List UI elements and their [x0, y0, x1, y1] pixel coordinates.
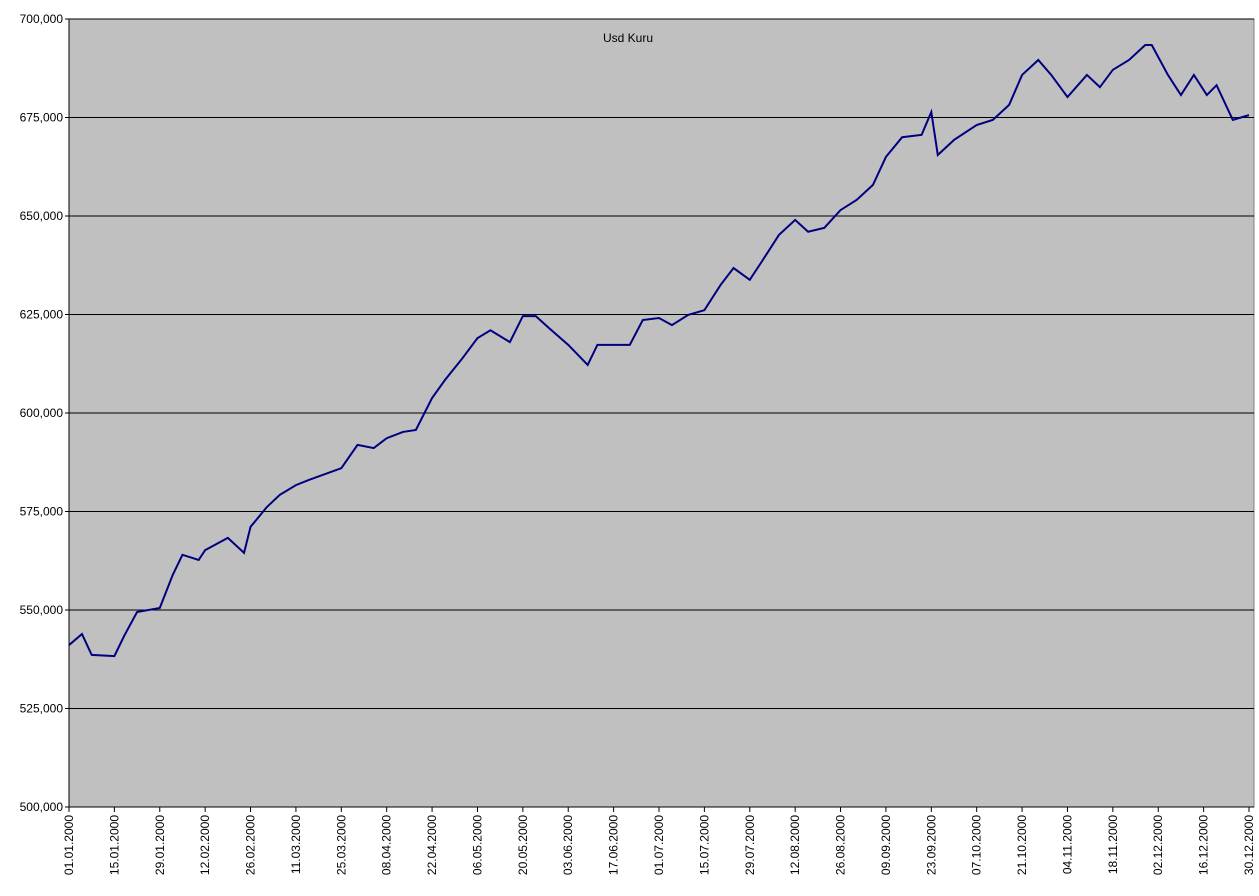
- x-tick-label: 04.11.2000: [1060, 815, 1074, 874]
- x-tick-label: 30.12.2000: [1242, 815, 1256, 875]
- x-tick-label: 08.04.2000: [380, 815, 394, 875]
- x-tick-label: 26.02.2000: [244, 815, 258, 875]
- y-tick-label: 600,000: [20, 406, 64, 420]
- x-tick-label: 21.10.2000: [1015, 815, 1029, 875]
- y-tick-label: 575,000: [20, 505, 64, 519]
- data-line: [68, 44, 1250, 658]
- x-tick-label: 26.08.2000: [834, 815, 848, 875]
- x-tick-label: 20.05.2000: [516, 815, 530, 875]
- x-tick-label: 07.10.2000: [970, 815, 984, 875]
- y-tick-label: 525,000: [20, 702, 64, 716]
- x-tick-label: 03.06.2000: [561, 815, 575, 875]
- x-tick-label: 29.01.2000: [153, 815, 167, 875]
- y-tick-label: 650,000: [20, 209, 64, 223]
- x-tick-label: 01.07.2000: [652, 815, 666, 875]
- x-tick-label: 22.04.2000: [425, 815, 439, 875]
- x-tick-label: 17.06.2000: [607, 815, 621, 875]
- x-tick-label: 12.02.2000: [198, 815, 212, 875]
- x-tick-label: 01.01.2000: [62, 815, 76, 875]
- x-tick-label: 09.09.2000: [879, 815, 893, 875]
- x-tick-label: 15.01.2000: [107, 815, 121, 875]
- x-tick-label: 02.12.2000: [1151, 815, 1165, 875]
- x-tick-label: 23.09.2000: [924, 815, 938, 875]
- x-tick-label: 29.07.2000: [743, 815, 757, 875]
- x-tick-label: 11.03.2000: [289, 815, 303, 874]
- x-tick-label: 06.05.2000: [470, 815, 484, 875]
- y-tick-label: 625,000: [20, 308, 64, 322]
- y-tick-label: 675,000: [20, 111, 64, 125]
- y-tick-label: 550,000: [20, 603, 64, 617]
- chart-title: Usd Kuru: [603, 31, 653, 45]
- x-tick-label: 18.11.2000: [1106, 815, 1120, 874]
- x-tick-label: 25.03.2000: [334, 815, 348, 875]
- y-tick-label: 700,000: [20, 12, 64, 26]
- x-tick-label: 12.08.2000: [788, 815, 802, 875]
- x-tick-label: 16.12.2000: [1197, 815, 1211, 875]
- x-tick-label: 15.07.2000: [697, 815, 711, 875]
- y-tick-label: 500,000: [20, 800, 64, 814]
